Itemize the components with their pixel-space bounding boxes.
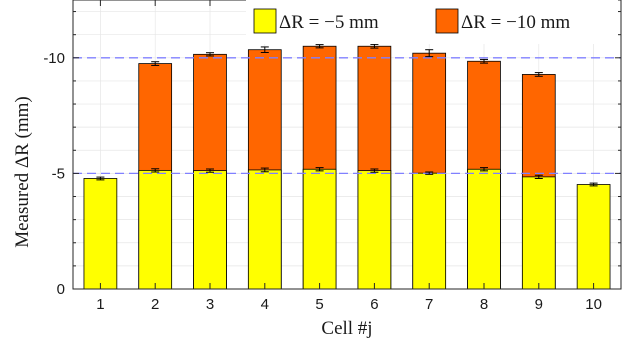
x-tick-label: 7 [425, 296, 433, 313]
x-tick-label: 1 [96, 296, 104, 313]
axis-ticks: 0 -5 -10 1 2 3 4 5 6 7 8 9 10 [43, 0, 621, 313]
x-tick-label: 4 [261, 296, 269, 313]
legend-label-series-2: ΔR = −10 mm [461, 12, 570, 33]
error-bars [96, 43, 598, 187]
error-bar-series-2-cell-6 [370, 43, 379, 49]
error-bar-series-2-cell-3 [206, 52, 214, 57]
error-bar-series-2-cell-7 [425, 49, 434, 58]
y-tick-label: -5 [52, 165, 65, 182]
bar-series-1-cell-5 [302, 168, 337, 290]
legend-swatch-series-2 [435, 8, 459, 34]
bar-series-1-cell-10 [576, 184, 611, 290]
error-bar-series-1-cell-4 [260, 167, 269, 173]
x-axis-label: Cell #j [321, 318, 372, 339]
x-tick-label: 9 [535, 296, 543, 313]
bar-series-1-cell-3 [193, 170, 227, 290]
error-bar-series-1-cell-5 [315, 167, 324, 172]
error-bar-series-1-cell-7 [425, 171, 434, 175]
legend-box [246, 0, 618, 44]
reference-lines [73, 57, 621, 175]
error-bar-series-1-cell-1 [96, 176, 105, 181]
bar-series-1-cell-2 [138, 169, 173, 290]
error-bar-series-1-cell-10 [589, 182, 598, 187]
legend-swatch-series-1 [253, 8, 277, 34]
plot-frame [72, 0, 622, 290]
x-tick-label: 2 [151, 296, 159, 313]
bar-series-1-cell-6 [357, 170, 392, 290]
x-tick-label: 10 [585, 296, 602, 313]
error-bar-series-2-cell-8 [480, 58, 488, 64]
bar-series-1-cell-9 [521, 176, 556, 290]
error-bar-series-2-cell-2 [151, 61, 160, 66]
y-axis-label: Measured ΔR (mm) [12, 96, 33, 248]
error-bar-series-1-cell-9 [534, 174, 543, 179]
error-bar-series-1-cell-2 [151, 168, 160, 173]
x-tick-label: 6 [370, 296, 378, 313]
error-bar-series-1-cell-8 [480, 167, 488, 172]
x-tick-label: 3 [206, 296, 214, 313]
y-tick-label: 0 [57, 281, 65, 298]
x-tick-label: 8 [480, 296, 488, 313]
bar-series-1-cell-8 [467, 168, 501, 290]
bar-series-1-cell-1 [83, 178, 118, 290]
bars [83, 45, 611, 290]
y-tick-label: -10 [43, 50, 65, 67]
legend: ΔR = −5 mm ΔR = −10 mm [246, 0, 618, 44]
error-bar-series-2-cell-5 [315, 44, 324, 49]
error-bar-series-2-cell-4 [260, 46, 269, 53]
error-bar-series-2-cell-9 [534, 72, 543, 77]
legend-label-series-1: ΔR = −5 mm [279, 12, 379, 33]
error-bar-series-1-cell-3 [206, 168, 214, 173]
x-tick-label: 5 [315, 296, 323, 313]
bar-series-1-cell-7 [412, 172, 447, 290]
bar-series-1-cell-4 [247, 169, 282, 290]
error-bar-series-1-cell-6 [370, 168, 379, 173]
